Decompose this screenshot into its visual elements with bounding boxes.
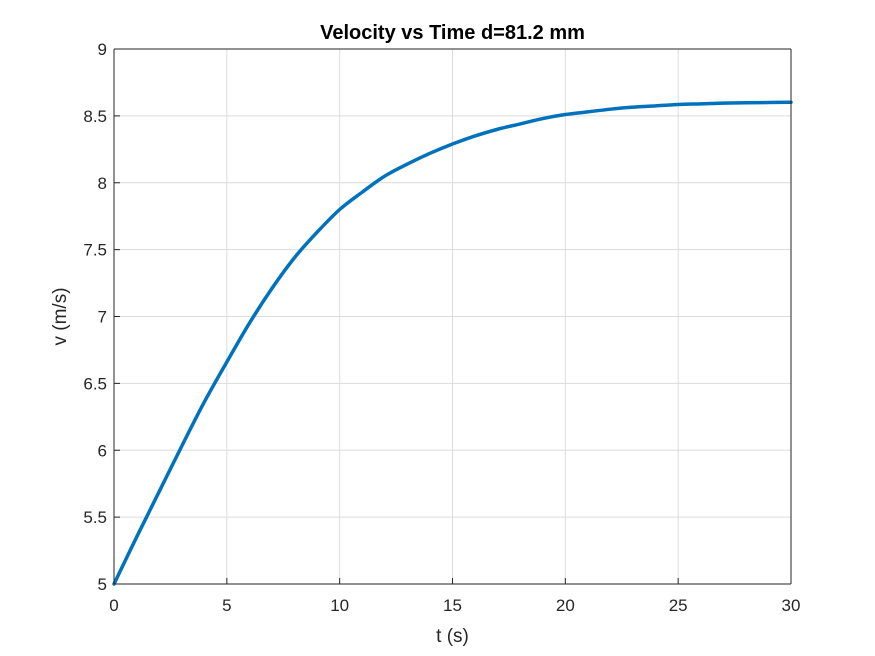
chart-title: Velocity vs Time d=81.2 mm xyxy=(320,22,585,44)
x-ticks: 0 5 10 15 20 25 30 xyxy=(109,578,800,615)
series-layer xyxy=(112,100,793,586)
x-axis-label: t (s) xyxy=(436,626,469,647)
y-tick-label: 8 xyxy=(98,174,107,193)
x-tick-label: 10 xyxy=(330,596,349,615)
x-tick-label: 5 xyxy=(222,596,231,615)
y-ticks: 5 5.5 6 6.5 7 7.5 8 8.5 9 xyxy=(83,40,120,594)
y-tick-label: 8.5 xyxy=(83,107,107,126)
y-tick-label: 6.5 xyxy=(83,374,107,393)
series-line xyxy=(112,100,793,586)
x-tick-label: 30 xyxy=(782,596,801,615)
y-tick-label: 9 xyxy=(98,40,107,59)
x-tick-label: 0 xyxy=(109,596,118,615)
x-tick-label: 15 xyxy=(443,596,462,615)
y-tick-label: 7 xyxy=(98,308,107,327)
x-tick-label: 20 xyxy=(556,596,575,615)
y-tick-label: 6 xyxy=(98,441,107,460)
y-tick-label: 5.5 xyxy=(83,508,107,527)
y-tick-label: 5 xyxy=(98,575,107,594)
x-tick-label: 25 xyxy=(669,596,688,615)
y-axis-label: v (m/s) xyxy=(50,287,71,345)
y-tick-label: 7.5 xyxy=(83,241,107,260)
